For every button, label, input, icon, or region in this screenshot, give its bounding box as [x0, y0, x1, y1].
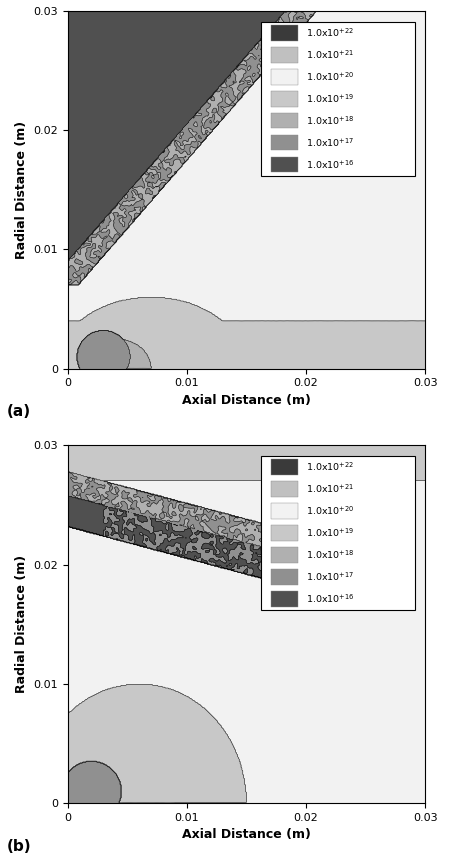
Text: 1.0x10$^{+16}$: 1.0x10$^{+16}$: [306, 593, 354, 605]
X-axis label: Axial Distance (m): Axial Distance (m): [182, 394, 311, 407]
Text: 1.0x10$^{+20}$: 1.0x10$^{+20}$: [306, 504, 354, 517]
Y-axis label: Radial Distance (m): Radial Distance (m): [15, 121, 27, 259]
Text: 1.0x10$^{+19}$: 1.0x10$^{+19}$: [306, 92, 354, 105]
Text: (a): (a): [7, 404, 31, 420]
Text: 1.0x10$^{+18}$: 1.0x10$^{+18}$: [306, 115, 354, 127]
Text: 1.0x10$^{+17}$: 1.0x10$^{+17}$: [306, 136, 354, 149]
Text: 1.0x10$^{+16}$: 1.0x10$^{+16}$: [306, 158, 354, 171]
X-axis label: Axial Distance (m): Axial Distance (m): [182, 828, 311, 841]
Text: 1.0x10$^{+21}$: 1.0x10$^{+21}$: [306, 483, 354, 495]
FancyBboxPatch shape: [261, 21, 415, 175]
FancyBboxPatch shape: [261, 456, 415, 610]
Text: 1.0x10$^{+22}$: 1.0x10$^{+22}$: [306, 27, 354, 39]
Text: 1.0x10$^{+21}$: 1.0x10$^{+21}$: [306, 49, 354, 61]
Y-axis label: Radial Distance (m): Radial Distance (m): [15, 555, 27, 693]
Text: 1.0x10$^{+18}$: 1.0x10$^{+18}$: [306, 549, 354, 562]
Text: 1.0x10$^{+22}$: 1.0x10$^{+22}$: [306, 461, 354, 474]
Text: 1.0x10$^{+17}$: 1.0x10$^{+17}$: [306, 570, 354, 583]
Text: (b): (b): [7, 839, 31, 854]
Text: 1.0x10$^{+20}$: 1.0x10$^{+20}$: [306, 70, 354, 83]
Text: 1.0x10$^{+19}$: 1.0x10$^{+19}$: [306, 527, 354, 540]
